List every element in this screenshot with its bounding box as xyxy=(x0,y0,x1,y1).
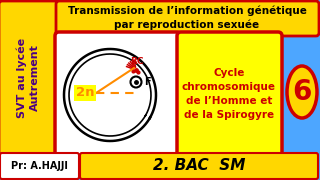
Text: SVT au lycée
Autrement: SVT au lycée Autrement xyxy=(17,38,39,118)
Text: 2n: 2n xyxy=(76,87,94,100)
Text: F: F xyxy=(144,77,151,87)
Ellipse shape xyxy=(287,66,317,118)
Text: RC: RC xyxy=(130,57,144,66)
Text: Pr: A.HAJJI: Pr: A.HAJJI xyxy=(11,161,68,171)
Text: Transmission de l’information génétique
par reproduction sexuée: Transmission de l’information génétique … xyxy=(68,6,307,30)
Text: Cycle
chromosomique
de l’Homme et
de la Spirogyre: Cycle chromosomique de l’Homme et de la … xyxy=(182,68,276,120)
Circle shape xyxy=(131,76,141,87)
FancyBboxPatch shape xyxy=(55,32,181,156)
FancyBboxPatch shape xyxy=(177,32,282,156)
Text: 2. BAC  SM: 2. BAC SM xyxy=(153,159,245,174)
FancyBboxPatch shape xyxy=(0,1,58,155)
FancyBboxPatch shape xyxy=(0,153,79,179)
Text: 6: 6 xyxy=(292,78,312,106)
FancyBboxPatch shape xyxy=(56,1,319,36)
FancyBboxPatch shape xyxy=(80,153,318,179)
